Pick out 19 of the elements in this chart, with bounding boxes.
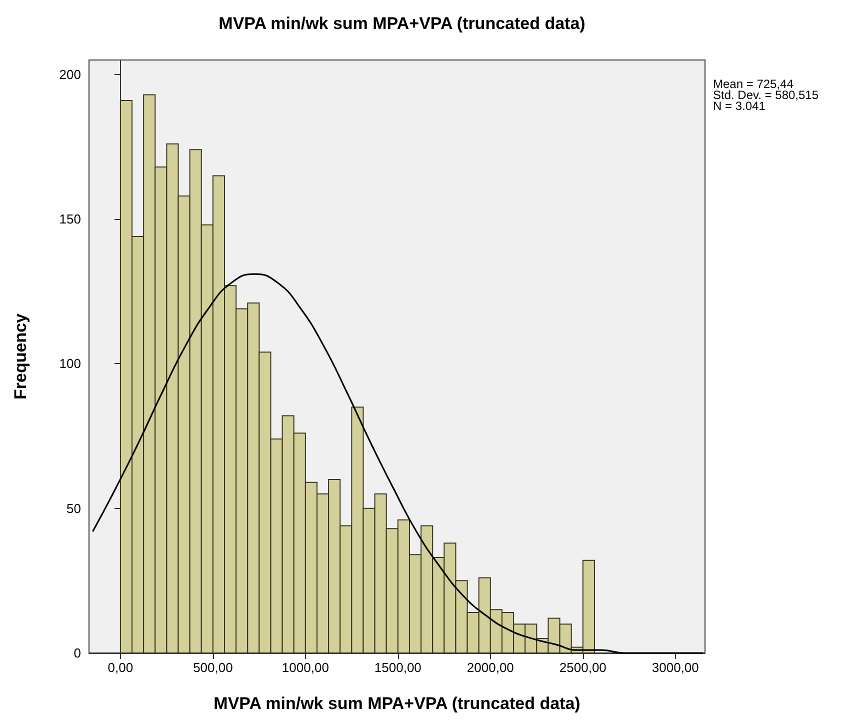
x-tick-label: 1000,00	[282, 660, 329, 675]
x-tick-label: 2500,00	[559, 660, 606, 675]
y-tick-label: 50	[66, 500, 81, 516]
y-tick-label: 150	[59, 212, 81, 227]
y-tick-label: 100	[59, 356, 81, 372]
line-series	[92, 273, 704, 654]
x-tick-label: 1500,00	[374, 660, 422, 675]
x-tick-label: 3000,00	[652, 660, 699, 675]
text: N = 3.041	[713, 99, 766, 113]
text: Mean = 725,44	[713, 77, 794, 91]
y-axis-title: Frequency	[11, 312, 30, 400]
x-tick-label: 500,00	[193, 660, 233, 675]
chart-title: MVPA min/wk sum MPA+VPA (truncated data)	[218, 14, 586, 33]
text: Std. Dev. = 580,515	[713, 88, 819, 102]
y-tick-label: 0	[74, 646, 81, 660]
x-tick-label: 2000,00	[466, 660, 514, 675]
y-tick-label: 200	[59, 66, 81, 82]
x-axis-title: MVPA min/wk sum MPA+VPA (truncated data)	[214, 694, 580, 713]
x-tick-label: 0,00	[108, 660, 134, 675]
